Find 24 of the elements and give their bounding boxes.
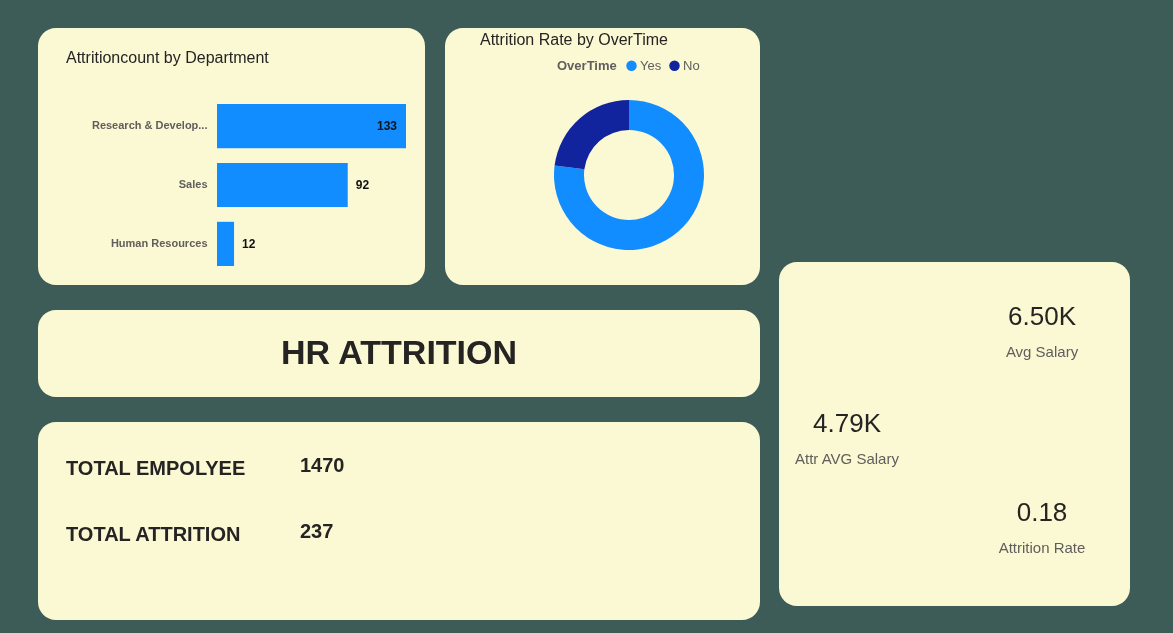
chart-title: Attrition Rate by OverTime [480,31,669,48]
chart-title: Attritioncount by Department [66,49,270,66]
legend-title: OverTime [557,58,617,73]
y-tick-label: Sales [178,178,208,190]
text: HR ATTRITION [280,333,518,371]
legend-label: Yes [640,57,662,73]
data-label: 1470 [300,454,345,476]
y-tick-label: Human Resources [110,236,208,249]
data-label: 12 [242,236,256,251]
donut-slice [554,100,629,170]
text: Attr AVG Salary [795,450,900,467]
text: Attrition Rate [998,539,1086,556]
text: 6.50K [1008,301,1077,331]
text: 0.18 [1016,497,1068,527]
data-label: 133 [376,119,398,134]
text: Avg Salary [1005,343,1079,360]
legend-label: No [683,57,700,73]
y-tick-label: Research & Develop... [91,119,208,132]
donut-slice [554,100,704,250]
data-label: 237 [300,520,334,542]
text: 4.79K [813,408,882,438]
data-label: 92 [355,178,370,192]
category-label: TOTAL EMPOLYEE [66,457,246,479]
category-label: TOTAL ATTRITION [66,523,241,545]
